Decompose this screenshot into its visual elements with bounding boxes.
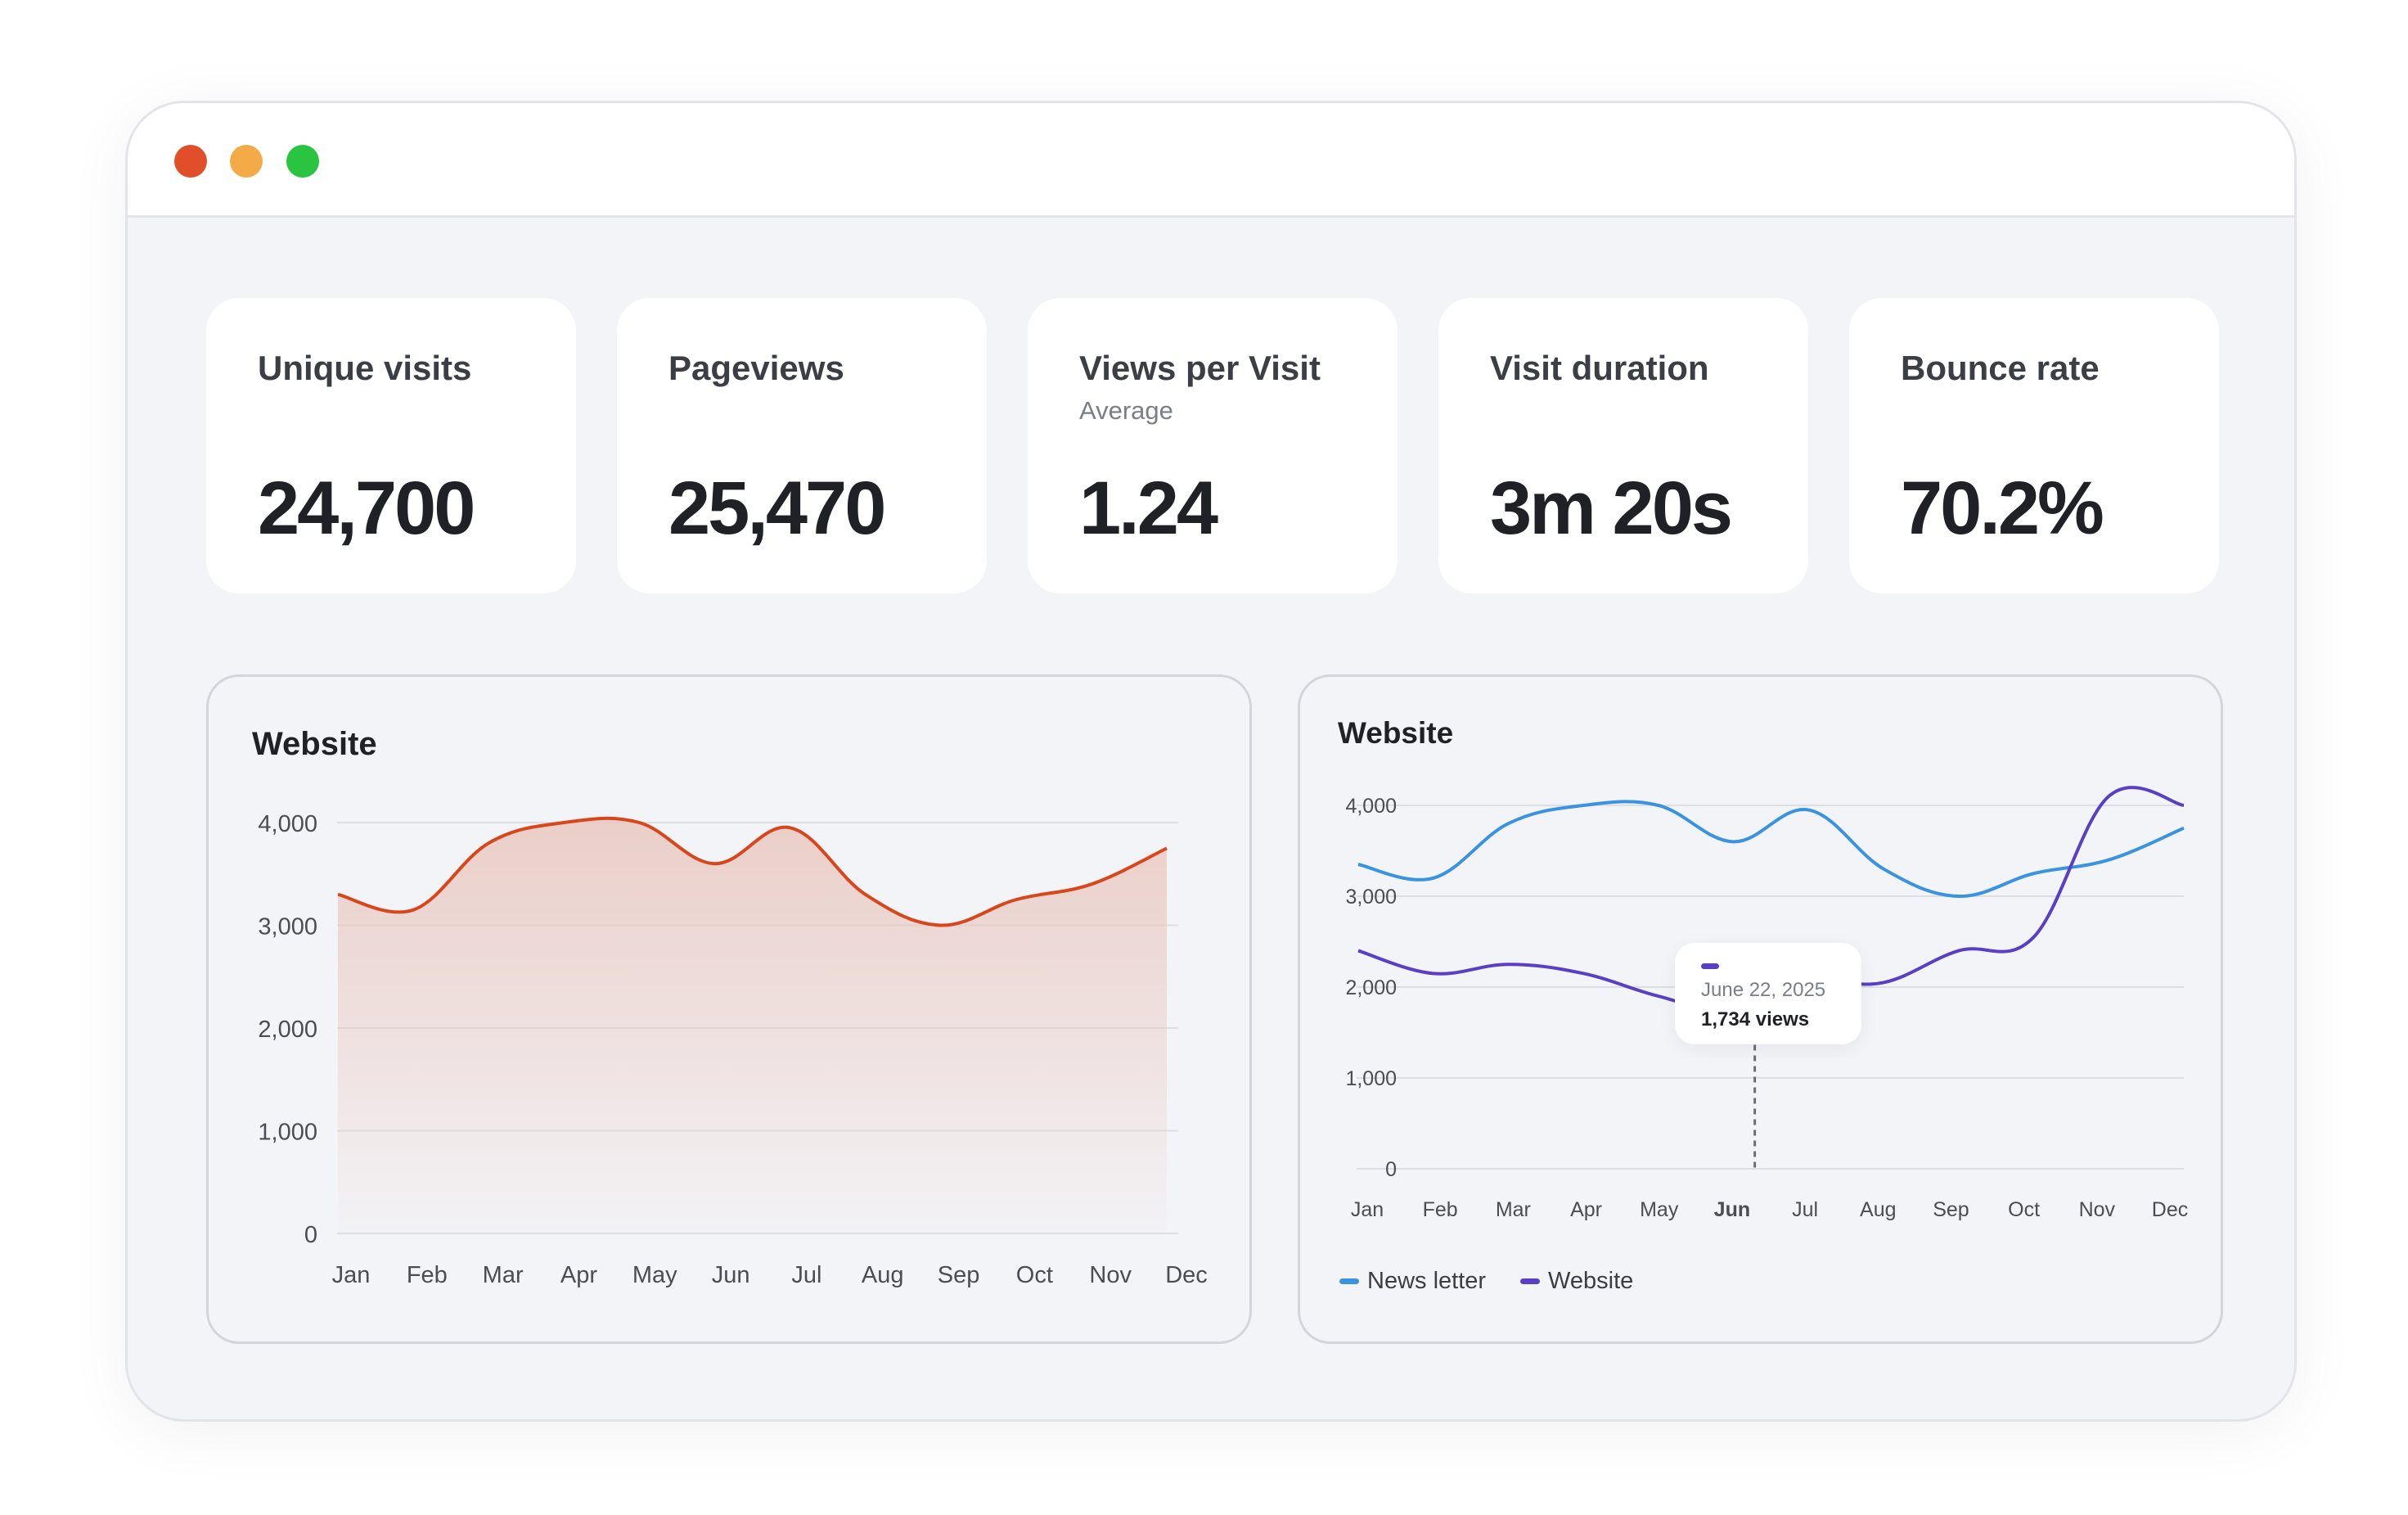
chart-title: Website: [1338, 716, 1454, 750]
metric-card-unique-visits: Unique visits 24,700: [206, 298, 576, 593]
x-tick-label: Dec: [1165, 1262, 1208, 1288]
metric-label: Bounce rate: [1901, 349, 2100, 387]
y-tick-label: 2,000: [1345, 976, 1397, 999]
metric-sublabel: Average: [1079, 396, 1173, 425]
x-tick-label: Jul: [791, 1262, 821, 1288]
y-tick-label: 3,000: [1345, 886, 1397, 909]
x-tick-label: May: [632, 1262, 677, 1288]
tooltip-swatch: [1701, 963, 1719, 969]
y-tick-label: 2,000: [258, 1017, 317, 1043]
x-tick-label: Feb: [1423, 1198, 1458, 1221]
y-tick-label: 4,000: [258, 811, 317, 837]
x-tick-label: Aug: [1860, 1198, 1896, 1221]
app-window: Unique visits 24,700 Pageviews 25,470 Vi…: [125, 101, 2297, 1422]
area-fill: [338, 818, 1167, 1233]
x-tick-label: Dec: [2152, 1198, 2188, 1221]
metric-value: 70.2%: [1901, 467, 2104, 550]
metric-label: Visit duration: [1490, 349, 1709, 387]
x-tick-label: Nov: [1089, 1262, 1132, 1288]
series-line: [337, 816, 1168, 927]
x-tick-label: Apr: [1570, 1198, 1602, 1221]
metric-label: Pageviews: [668, 349, 844, 387]
metric-value: 24,700: [258, 467, 475, 550]
series-line-newsletter: [1357, 800, 2185, 899]
legend-label: Website: [1548, 1268, 1634, 1294]
area-chart-panel: Website 0 1,000 2,000 3,000 4,000 Jan Feb Mar Ap…: [206, 674, 1252, 1344]
legend-swatch: [1520, 1278, 1541, 1284]
x-tick-label: Jul: [1792, 1198, 1818, 1221]
y-tick-label: 0: [304, 1222, 317, 1248]
metric-card-views-per-visit: Views per Visit Average 1.24: [1028, 298, 1398, 593]
x-tick-label: Mar: [483, 1262, 524, 1288]
line-chart-panel: Website 0 1,000 2,000 3,000 4,000 Jan Feb Mar Ap…: [1298, 674, 2223, 1344]
x-tick-label: May: [1640, 1198, 1679, 1221]
metric-value: 1.24: [1079, 467, 1218, 550]
metric-card-pageviews: Pageviews 25,470: [617, 298, 987, 593]
x-tick-label: Sep: [1933, 1198, 1969, 1221]
metric-card-visit-duration: Visit duration 3m 20s: [1438, 298, 1808, 593]
metric-label: Views per Visit: [1079, 349, 1321, 387]
x-tick-label: Apr: [560, 1262, 597, 1288]
x-tick-label: Feb: [407, 1262, 448, 1288]
area-chart: 0 1,000 2,000 3,000 4,000 Jan Feb Mar Apr May Jun J…: [258, 811, 1208, 1288]
metric-value: 25,470: [668, 467, 886, 550]
y-tick-label: 1,000: [258, 1120, 317, 1146]
minimize-window-button[interactable]: [230, 145, 263, 178]
x-tick-label: Jun: [712, 1262, 750, 1288]
chart-title: Website: [252, 726, 377, 762]
x-tick-label: Oct: [2008, 1198, 2040, 1221]
x-tick-label: Jan: [1351, 1198, 1384, 1221]
legend-label: News letter: [1367, 1268, 1487, 1294]
x-tick-label: Jan: [332, 1262, 371, 1288]
x-tick-label: Sep: [938, 1262, 980, 1288]
x-tick-label-selected: Jun: [1714, 1198, 1750, 1221]
title-bar: [128, 103, 2294, 218]
legend-item-website[interactable]: Website: [1520, 1268, 1633, 1295]
tooltip-views: 1,734 views: [1701, 1008, 1810, 1030]
metric-card-bounce-rate: Bounce rate 70.2%: [1849, 298, 2219, 593]
maximize-window-button[interactable]: [286, 145, 319, 178]
y-tick-label: 3,000: [258, 914, 317, 940]
x-tick-label: Oct: [1016, 1262, 1053, 1288]
y-tick-label: 1,000: [1345, 1067, 1397, 1090]
y-tick-label: 0: [1385, 1158, 1397, 1181]
y-tick-label: 4,000: [1345, 795, 1397, 818]
metric-value: 3m 20s: [1490, 467, 1733, 550]
metric-label: Unique visits: [258, 349, 472, 387]
legend-swatch: [1339, 1278, 1359, 1284]
chart-tooltip: June 22, 2025 1,734 views: [1675, 943, 1861, 1044]
x-tick-label: Mar: [1496, 1198, 1531, 1221]
x-tick-label: Aug: [862, 1262, 904, 1288]
tooltip-date: June 22, 2025: [1701, 979, 1826, 1001]
legend-item-newsletter[interactable]: News letter: [1339, 1268, 1486, 1295]
chart-legend: News letter Website: [1339, 1268, 1633, 1295]
close-window-button[interactable]: [174, 145, 207, 178]
x-tick-label: Nov: [2079, 1198, 2116, 1221]
